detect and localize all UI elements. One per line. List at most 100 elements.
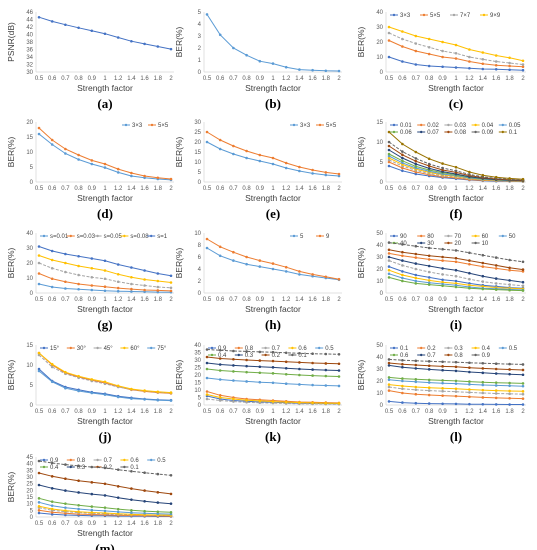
data-point	[468, 283, 471, 287]
legend-entry: s=0.05	[104, 234, 123, 240]
x-tick-label: 0.7	[412, 409, 421, 415]
x-tick-label: 1.6	[308, 76, 317, 82]
data-point	[508, 64, 511, 68]
data-point	[90, 257, 94, 260]
x-tick-label: 2	[521, 297, 525, 303]
data-point	[205, 355, 209, 359]
data-point	[427, 279, 431, 282]
x-tick-label: 0.8	[425, 409, 434, 415]
data-point	[103, 494, 107, 497]
data-point	[311, 168, 314, 172]
data-point	[90, 275, 94, 279]
x-tick-label: 0.7	[229, 409, 238, 415]
data-point	[205, 390, 209, 393]
x-tick-label: 0.6	[48, 409, 57, 415]
x-tick-label: 1.8	[154, 297, 163, 303]
legend-marker	[474, 234, 477, 238]
y-tick-label: 10	[376, 140, 383, 146]
data-point	[311, 368, 314, 371]
x-tick-label: 1.4	[127, 186, 136, 192]
x-tick-label: 1	[454, 186, 458, 192]
data-point	[427, 37, 431, 41]
y-tick-label: 34	[26, 55, 33, 61]
data-point	[521, 280, 525, 284]
data-point	[271, 262, 275, 265]
data-point	[103, 259, 107, 263]
data-point	[508, 283, 511, 286]
data-point	[387, 130, 391, 134]
data-point	[401, 153, 404, 157]
data-point	[77, 464, 80, 468]
chart-panel-1: 0 1 2 3 4 5 0.5 0.6 0.7 0.8 0.9 1 1.2 1.4 1.6 1.8 2 Stren…	[174, 10, 342, 111]
data-point	[37, 353, 41, 357]
y-tick-label: 10	[26, 150, 33, 156]
legend-marker	[69, 234, 73, 238]
legend-marker	[501, 346, 504, 350]
data-point	[218, 33, 222, 37]
data-point	[454, 274, 458, 278]
y-axis-label: BER(%)	[174, 26, 184, 57]
x-tick-label: 0.7	[229, 297, 238, 303]
x-tick-label: 0.5	[385, 409, 394, 415]
data-point	[387, 259, 391, 262]
x-tick-label: 1.4	[479, 297, 488, 303]
data-point	[494, 384, 498, 387]
x-tick-label: 1.2	[282, 76, 291, 82]
series-3	[205, 393, 341, 405]
chart-panel-2: 0 10 20 30 40 0.5 0.6 0.7 0.8 0.9 1 1.2 1.4 1.6 1.8 2 St…	[356, 10, 526, 111]
data-point	[116, 485, 120, 488]
data-point	[245, 350, 248, 353]
x-tick-label: 0.7	[412, 76, 421, 82]
x-tick-label: 0.5	[203, 409, 212, 415]
legend-entry: 45°	[104, 346, 114, 352]
data-point	[441, 278, 444, 282]
x-tick-label: 1	[271, 76, 275, 82]
legend-entry: 0.3	[77, 465, 86, 471]
data-point	[468, 286, 471, 290]
legend-entry: 0.1	[130, 465, 139, 471]
data-point	[441, 284, 444, 288]
data-point	[37, 369, 41, 373]
data-point	[414, 367, 418, 370]
data-point	[387, 383, 391, 386]
legend-marker	[318, 346, 321, 350]
x-tick-label: 0.9	[88, 409, 97, 415]
data-point	[169, 399, 173, 402]
x-tick-label: 1.4	[127, 521, 136, 527]
data-point	[441, 40, 444, 44]
data-point	[284, 166, 288, 170]
legend-marker	[318, 234, 322, 238]
data-point	[481, 62, 485, 66]
data-point	[387, 241, 391, 244]
y-tick-label: 5	[198, 10, 202, 16]
data-point	[387, 272, 391, 276]
data-point	[205, 13, 209, 16]
data-point	[401, 379, 404, 383]
series-line	[206, 238, 340, 280]
data-point	[130, 171, 133, 175]
data-point	[387, 25, 391, 29]
data-point	[50, 362, 54, 366]
x-axis-label: Strength factor	[77, 528, 133, 538]
data-point	[387, 378, 391, 382]
x-tick-label: 0.9	[438, 186, 447, 192]
x-tick-label: 0.5	[35, 186, 44, 192]
series-3	[37, 351, 173, 394]
data-point	[508, 61, 511, 65]
data-point	[64, 152, 67, 155]
y-tick-label: 20	[376, 267, 383, 273]
data-point	[481, 371, 485, 375]
data-point	[337, 362, 341, 366]
data-point	[298, 68, 301, 71]
x-tick-label: 1.6	[492, 76, 501, 82]
y-tick-label: 10	[376, 391, 383, 397]
data-point	[427, 45, 431, 49]
data-point	[427, 254, 431, 258]
data-point	[481, 380, 485, 384]
data-point	[50, 277, 54, 281]
x-tick-label: 0.8	[74, 521, 83, 527]
data-point	[441, 247, 444, 251]
legend-entry: 0.9	[482, 353, 491, 359]
data-point	[37, 483, 41, 487]
legend-marker	[69, 458, 73, 462]
